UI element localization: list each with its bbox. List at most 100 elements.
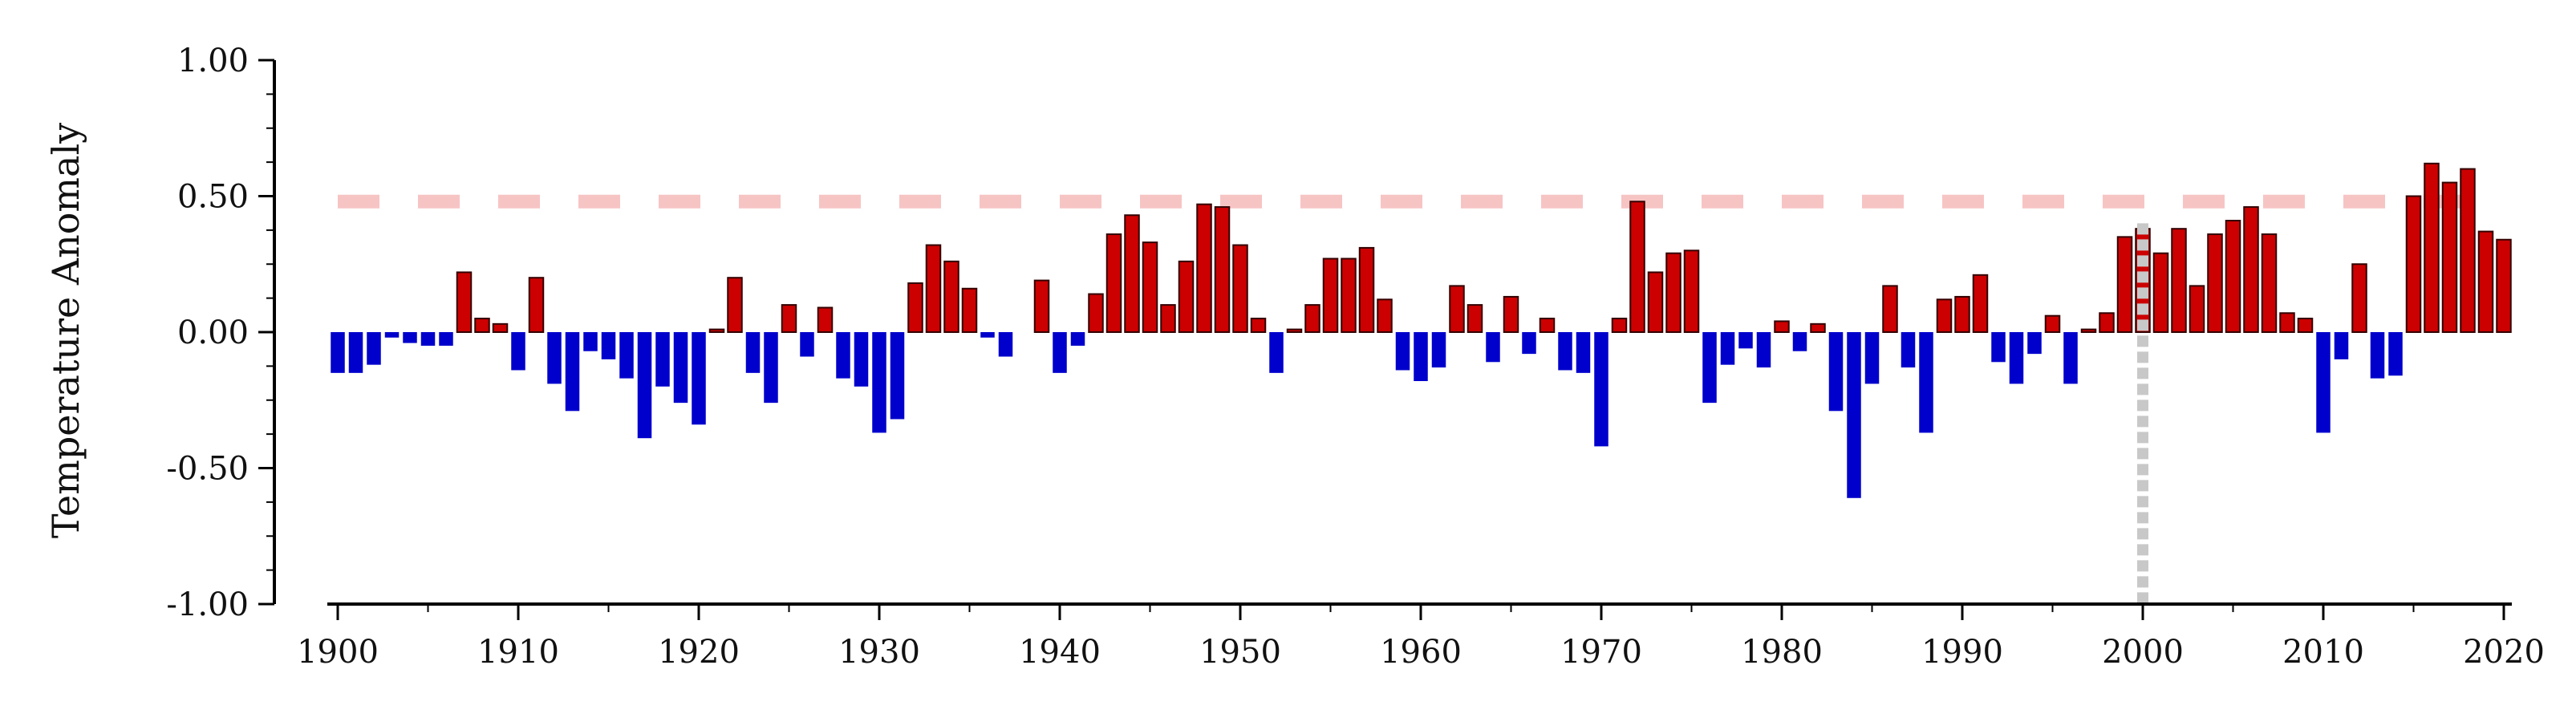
bar-1933 bbox=[925, 244, 942, 333]
x-tick-label: 1960 bbox=[1380, 634, 1462, 671]
bar-1984 bbox=[1847, 332, 1861, 498]
bar-1964 bbox=[1486, 332, 1500, 363]
bar-1968 bbox=[1558, 332, 1572, 371]
y-tick-label: 0.00 bbox=[177, 314, 249, 351]
bar-1902 bbox=[367, 332, 381, 365]
bar-1974 bbox=[1665, 252, 1681, 333]
bar-1905 bbox=[420, 332, 436, 346]
bar-1977 bbox=[1720, 332, 1735, 365]
bar-1947 bbox=[1178, 260, 1195, 333]
bar-1997 bbox=[2080, 328, 2097, 333]
bar-1986 bbox=[1882, 285, 1898, 333]
bar-1983 bbox=[1828, 332, 1844, 412]
bar-1996 bbox=[2063, 332, 2078, 384]
bar-1932 bbox=[907, 282, 923, 334]
x-tick-label: 1930 bbox=[838, 634, 920, 671]
bar-1978 bbox=[1738, 332, 1753, 349]
bar-1931 bbox=[890, 332, 905, 420]
bar-1948 bbox=[1196, 203, 1212, 333]
bar-1934 bbox=[943, 260, 959, 333]
y-tick-label: -1.00 bbox=[166, 586, 249, 623]
bar-1952 bbox=[1269, 332, 1284, 373]
x-tick-label: 1980 bbox=[1741, 634, 1823, 671]
bar-1946 bbox=[1160, 304, 1176, 334]
bar-2005 bbox=[2225, 220, 2241, 334]
x-tick-label: 1910 bbox=[477, 634, 559, 671]
x-tick-label: 2000 bbox=[2102, 634, 2184, 671]
bar-2016 bbox=[2424, 162, 2440, 333]
bar-1969 bbox=[1576, 332, 1591, 373]
x-tick-label: 2010 bbox=[2282, 634, 2364, 671]
bar-1913 bbox=[565, 332, 580, 412]
bar-1982 bbox=[1810, 322, 1826, 333]
x-tick-label: 1990 bbox=[1921, 634, 2003, 671]
bar-2007 bbox=[2261, 233, 2278, 333]
bar-2014 bbox=[2388, 332, 2403, 376]
bar-1924 bbox=[764, 332, 778, 404]
bar-1949 bbox=[1214, 206, 1231, 333]
bar-1981 bbox=[1792, 332, 1807, 351]
axes-layer: -1.00 -0.50 0.00 0.50 1.00 1900 1910 1920 1930 19… bbox=[166, 43, 2544, 671]
bar-2003 bbox=[2189, 285, 2205, 333]
bar-1936 bbox=[980, 332, 995, 338]
bar-1990 bbox=[1954, 295, 1970, 333]
bar-1928 bbox=[836, 332, 850, 379]
bar-1963 bbox=[1466, 304, 1483, 334]
bar-1941 bbox=[1070, 332, 1085, 346]
bar-1907 bbox=[456, 271, 473, 334]
bar-1985 bbox=[1864, 332, 1880, 384]
bar-1959 bbox=[1395, 332, 1410, 371]
bar-1993 bbox=[2009, 332, 2024, 384]
bar-2019 bbox=[2477, 230, 2494, 334]
bar-1921 bbox=[708, 328, 725, 333]
bar-1991 bbox=[1972, 274, 1989, 333]
bar-2017 bbox=[2441, 181, 2458, 333]
bar-1973 bbox=[1647, 271, 1664, 334]
bar-1923 bbox=[745, 332, 761, 373]
bar-1918 bbox=[655, 332, 670, 387]
bar-1906 bbox=[439, 332, 453, 346]
bar-1926 bbox=[800, 332, 814, 357]
bar-1989 bbox=[1936, 298, 1953, 334]
y-axis-title: Temperature Anomaly bbox=[44, 123, 87, 538]
bar-2001 bbox=[2152, 252, 2169, 333]
bar-1967 bbox=[1539, 318, 1556, 333]
bar-2012 bbox=[2351, 263, 2367, 333]
bar-1942 bbox=[1088, 293, 1104, 334]
bar-1957 bbox=[1358, 246, 1375, 333]
bar-1937 bbox=[998, 332, 1013, 357]
bar-1939 bbox=[1033, 279, 1050, 333]
bar-1912 bbox=[547, 332, 562, 384]
bar-1951 bbox=[1250, 318, 1267, 333]
bar-2018 bbox=[2460, 168, 2476, 333]
bar-1911 bbox=[528, 277, 545, 334]
y-tick-label: 1.00 bbox=[177, 43, 249, 79]
bar-1972 bbox=[1629, 201, 1645, 333]
bar-2002 bbox=[2171, 228, 2187, 333]
bar-1960 bbox=[1414, 332, 1428, 382]
bar-2006 bbox=[2243, 206, 2259, 333]
bar-1966 bbox=[1522, 332, 1536, 355]
bar-1971 bbox=[1611, 318, 1628, 333]
bar-1916 bbox=[619, 332, 634, 379]
bar-1961 bbox=[1431, 332, 1446, 368]
bar-1917 bbox=[637, 332, 652, 439]
bar-1914 bbox=[583, 332, 598, 351]
bar-1901 bbox=[348, 332, 363, 373]
bar-1922 bbox=[727, 277, 743, 334]
bar-1909 bbox=[492, 322, 509, 333]
x-tick-label: 1970 bbox=[1560, 634, 1642, 671]
bar-2009 bbox=[2297, 318, 2314, 333]
bar-1988 bbox=[1919, 332, 1933, 433]
bar-1975 bbox=[1683, 249, 1700, 333]
bar-2013 bbox=[2370, 332, 2385, 379]
bar-1927 bbox=[817, 306, 834, 333]
bar-1915 bbox=[601, 332, 616, 359]
bar-1955 bbox=[1322, 258, 1339, 333]
bar-1935 bbox=[961, 287, 978, 334]
bar-1944 bbox=[1124, 214, 1140, 334]
x-tick-label: 1940 bbox=[1019, 634, 1101, 671]
bar-1900 bbox=[331, 332, 345, 373]
bar-1976 bbox=[1702, 332, 1717, 404]
bar-2020 bbox=[2496, 238, 2512, 333]
